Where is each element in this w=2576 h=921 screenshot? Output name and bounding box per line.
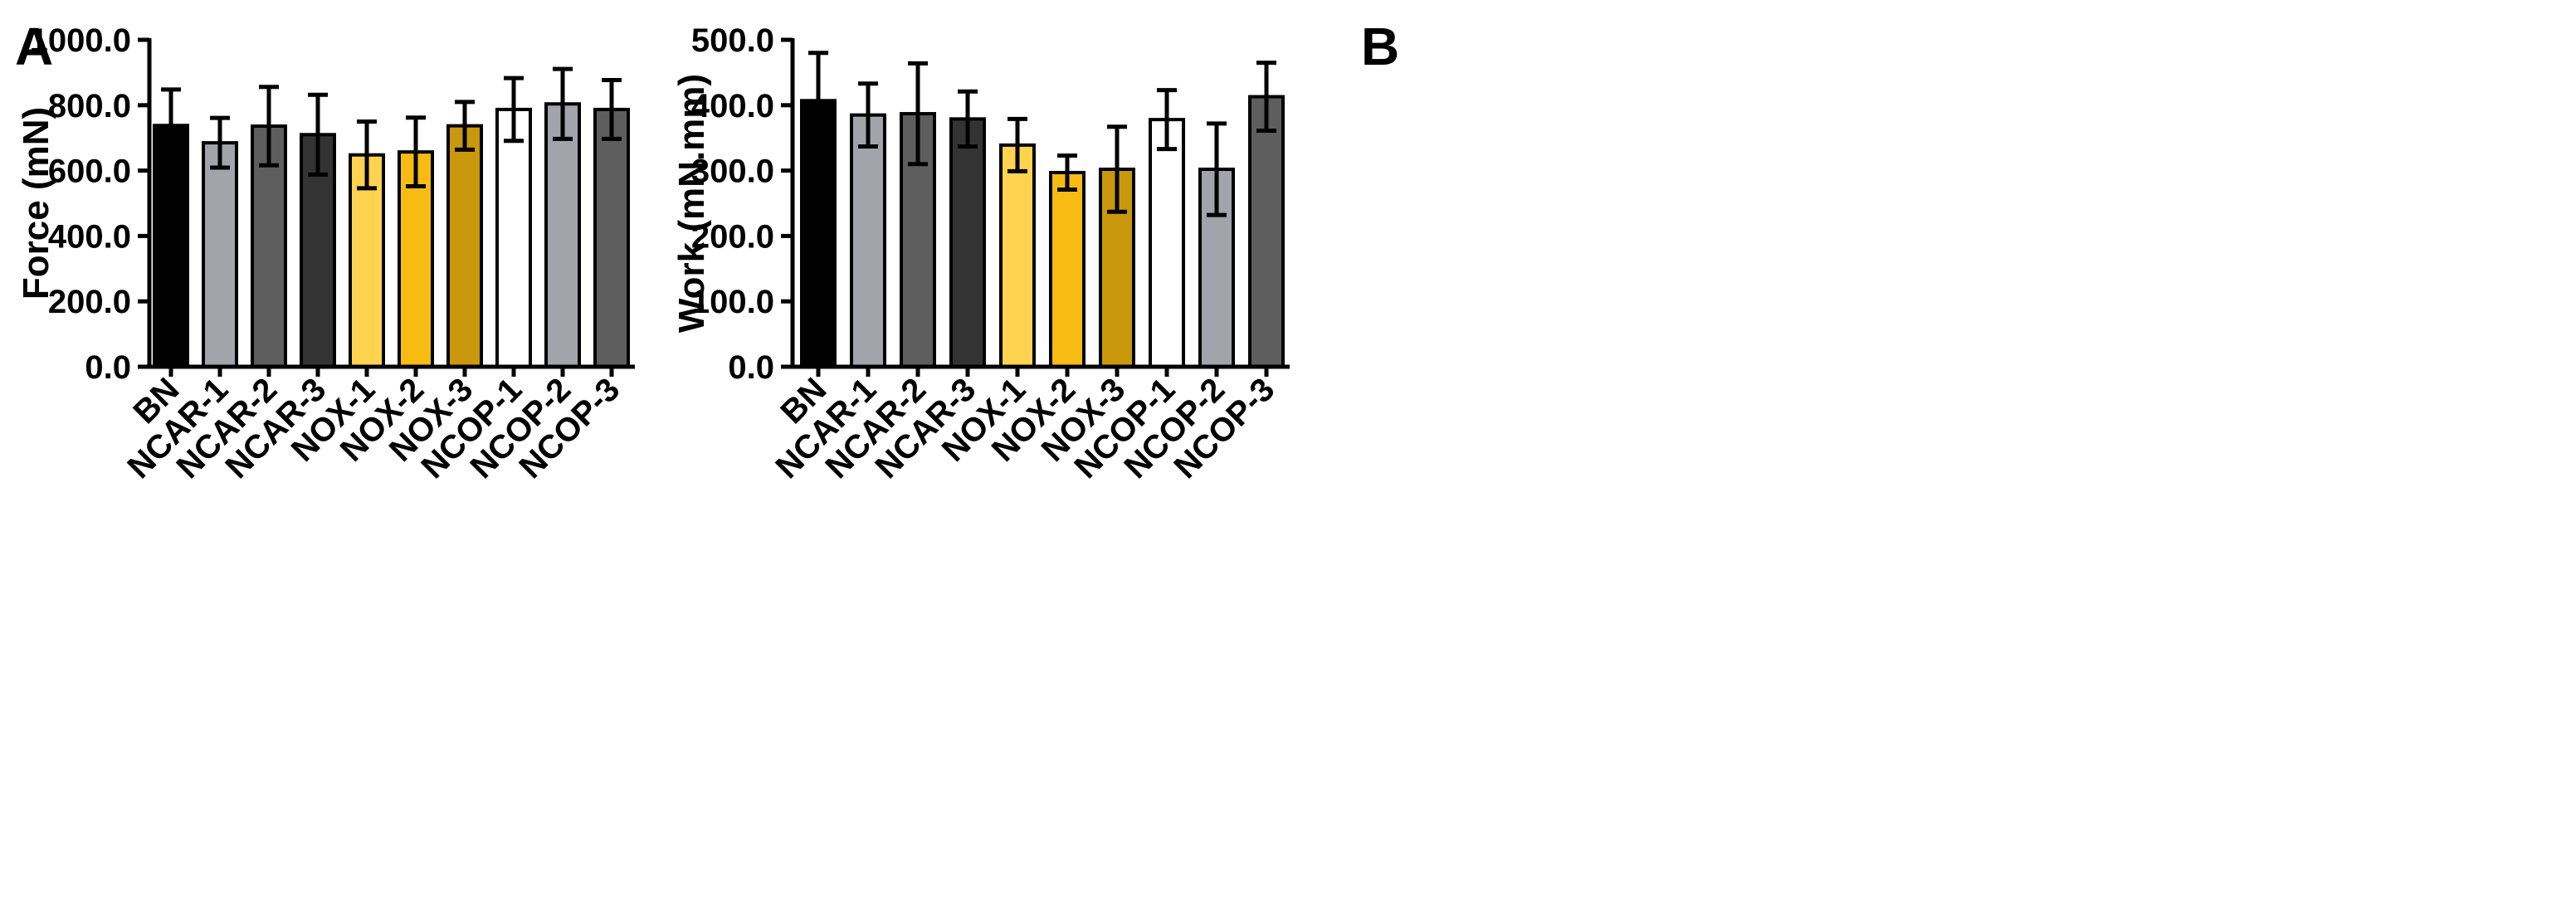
error-bar-bn <box>161 87 181 164</box>
error-bar-ncop-3 <box>1256 61 1276 134</box>
panel-letter-b: B <box>1361 17 1399 76</box>
error-bar-ncar-3 <box>958 89 978 149</box>
error-bar-ncop-1 <box>1157 88 1177 152</box>
bar-ncop-3 <box>593 107 630 368</box>
error-bar-nox-2 <box>406 115 426 189</box>
error-bar-ncop-2 <box>553 66 573 141</box>
bar-nox-1 <box>999 143 1036 368</box>
error-bar-ncop-1 <box>504 76 524 144</box>
bar-ncar-1 <box>202 141 238 369</box>
y-tick-label: 200.0 <box>691 218 774 255</box>
y-axis-title: Work (mN.mm) <box>671 74 712 333</box>
bar-ncop-1 <box>495 107 532 368</box>
bar-nox-3 <box>446 124 483 368</box>
panel-letter-a: A <box>15 17 53 76</box>
y-tick-label: 400.0 <box>691 88 774 124</box>
y-tick-label: 400.0 <box>48 218 131 255</box>
panel-a: A 0.0200.0400.0600.0800.01000.0BNNCAR-1N… <box>15 17 635 485</box>
y-tick-label: 500.0 <box>691 22 774 59</box>
error-bar-ncar-2 <box>259 85 279 168</box>
y-axis-title: Force (mN) <box>16 107 56 300</box>
y-tick-label: 0.0 <box>85 349 131 386</box>
bar-bn <box>153 124 189 368</box>
bar-nox-2 <box>1049 170 1086 368</box>
error-bar-nox-2 <box>1057 153 1077 192</box>
error-bar-ncar-3 <box>308 92 328 177</box>
y-tick-label: 300.0 <box>691 154 774 190</box>
bar-ncop-1 <box>1149 118 1185 369</box>
error-bar-ncar-1 <box>858 81 878 149</box>
y-tick-label: 1000.0 <box>30 22 131 59</box>
bar-ncar-1 <box>850 113 886 368</box>
error-bar-nox-3 <box>1107 124 1127 214</box>
panel-b: B 0.0100.0200.0300.0400.0500.0BNNCAR-1NC… <box>671 17 1399 485</box>
error-bar-ncar-1 <box>210 115 230 170</box>
bar-ncop-3 <box>1248 95 1285 368</box>
error-bar-bn <box>808 51 828 151</box>
error-bar-nox-1 <box>1007 116 1027 173</box>
bar-ncar-3 <box>949 117 986 369</box>
y-tick-label: 100.0 <box>691 284 774 320</box>
error-bar-ncar-2 <box>908 61 928 167</box>
error-bar-nox-3 <box>455 100 475 152</box>
y-tick-label: 600.0 <box>48 154 131 190</box>
error-bar-ncop-3 <box>602 77 622 141</box>
y-tick-label: 0.0 <box>728 349 774 386</box>
y-tick-label: 800.0 <box>48 88 131 124</box>
bar-ncop-2 <box>544 102 581 368</box>
error-bar-nox-1 <box>357 119 377 191</box>
error-bar-ncop-2 <box>1207 121 1227 217</box>
y-tick-label: 200.0 <box>48 284 131 320</box>
